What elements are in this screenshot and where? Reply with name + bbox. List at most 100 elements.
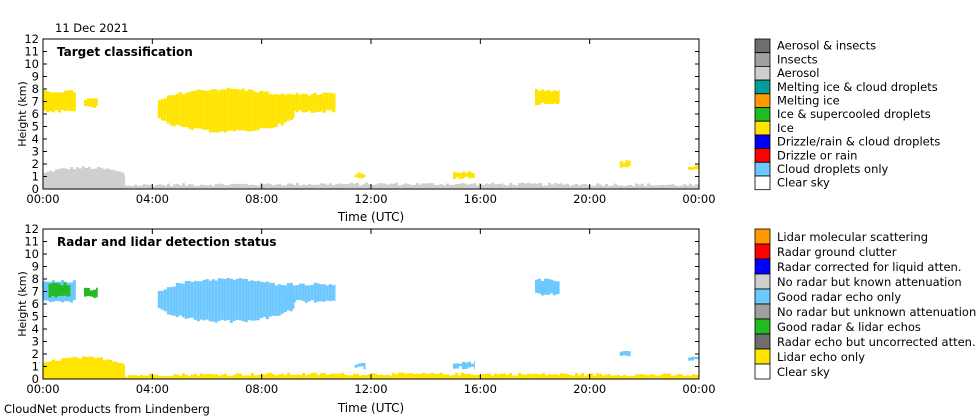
region-cell [539, 374, 542, 379]
region-cell [46, 91, 49, 113]
x-tick-label: 20:00 [573, 192, 606, 206]
region-cell [227, 185, 230, 189]
region-cell [686, 375, 689, 379]
region-cell [82, 166, 85, 189]
region-cell [488, 184, 491, 189]
region-cell [608, 186, 611, 189]
region-cell [253, 91, 257, 131]
region-cell [55, 360, 58, 379]
region-ice [354, 172, 366, 179]
region-cell [215, 374, 218, 379]
legend-swatch [754, 303, 771, 320]
region-cell [250, 90, 254, 132]
region-cell [214, 280, 218, 323]
region-cell [292, 94, 296, 111]
region-cell [628, 160, 631, 166]
region-cell [69, 285, 71, 296]
region-cell [354, 174, 358, 178]
y-tick-label: 9 [32, 260, 39, 274]
region-cell [644, 374, 647, 379]
region-cell [257, 185, 260, 189]
region-cell [167, 183, 170, 189]
region-cell [124, 364, 125, 379]
region-cell [262, 282, 266, 318]
region-cell [70, 357, 73, 379]
region-cell [166, 287, 170, 315]
plot-frame [42, 228, 700, 380]
region-cell [208, 90, 212, 133]
region-cell [619, 351, 623, 356]
region-cell [152, 374, 155, 379]
region-cell [233, 374, 236, 379]
region-cell [295, 92, 299, 113]
region-cell [194, 373, 197, 379]
region-cell [476, 374, 479, 379]
region-cell [360, 173, 364, 179]
region-cell [413, 184, 416, 189]
region-cell [689, 183, 692, 189]
region-cell [680, 374, 683, 379]
region-cell [251, 184, 254, 189]
region-cell [536, 183, 539, 189]
region-cell [605, 183, 608, 189]
region-cell [232, 88, 236, 132]
region-cell [542, 185, 545, 189]
region-cell [58, 168, 61, 189]
region-cell [538, 278, 541, 294]
region-cell [575, 373, 578, 379]
region-cell [163, 289, 167, 312]
region-cell [245, 183, 248, 189]
region-cell [175, 94, 179, 125]
region-cell [452, 374, 455, 379]
region-cell [52, 92, 55, 113]
legend-label: Lidar molecular scattering [777, 230, 928, 244]
region-cell [199, 281, 203, 320]
region-cell [325, 92, 329, 110]
region-cell [161, 376, 164, 379]
region-cell [64, 168, 67, 189]
region-cell [512, 375, 515, 379]
region-cell [241, 88, 245, 131]
legend-swatch [754, 93, 771, 108]
region-cell [214, 89, 218, 133]
region-cell [665, 184, 668, 189]
region-cell [389, 183, 392, 189]
region-cell [638, 374, 641, 379]
region-cell [677, 373, 680, 379]
region-cell [689, 375, 692, 379]
region-cell [205, 91, 209, 130]
region-cell [241, 278, 245, 322]
region-cell [671, 184, 674, 189]
region-cell [538, 91, 541, 105]
region-cell [280, 285, 284, 301]
region-cell [103, 360, 106, 379]
region-cell [535, 279, 538, 293]
region-cell [100, 167, 103, 189]
region-cell [334, 284, 336, 302]
region-cell [688, 167, 692, 170]
legend-swatch [754, 38, 771, 54]
region-cell [175, 283, 179, 318]
region-cell [115, 170, 118, 189]
region-cell [128, 185, 131, 189]
region-cell [462, 362, 465, 370]
region-cell [550, 279, 553, 294]
region-cell [563, 184, 566, 189]
region-cell [206, 374, 209, 379]
region-cell [191, 184, 194, 189]
region-cell [134, 184, 137, 189]
region-cell [593, 375, 596, 379]
region-cell [541, 89, 544, 103]
region-cell [311, 184, 314, 189]
region-cell [176, 183, 179, 189]
region-cell [536, 373, 539, 379]
region-cell [503, 184, 506, 189]
region-cell [296, 374, 299, 379]
region-cell [212, 374, 215, 379]
region-cell [453, 363, 456, 369]
legend-label: Melting ice & cloud droplets [777, 80, 938, 94]
region-cell [284, 185, 287, 189]
region-cell [446, 183, 449, 189]
region-cell [395, 374, 398, 379]
